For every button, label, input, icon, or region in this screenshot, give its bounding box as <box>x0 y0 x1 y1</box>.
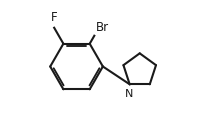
Text: Br: Br <box>96 21 109 34</box>
Text: N: N <box>125 89 133 99</box>
Text: F: F <box>51 11 57 24</box>
